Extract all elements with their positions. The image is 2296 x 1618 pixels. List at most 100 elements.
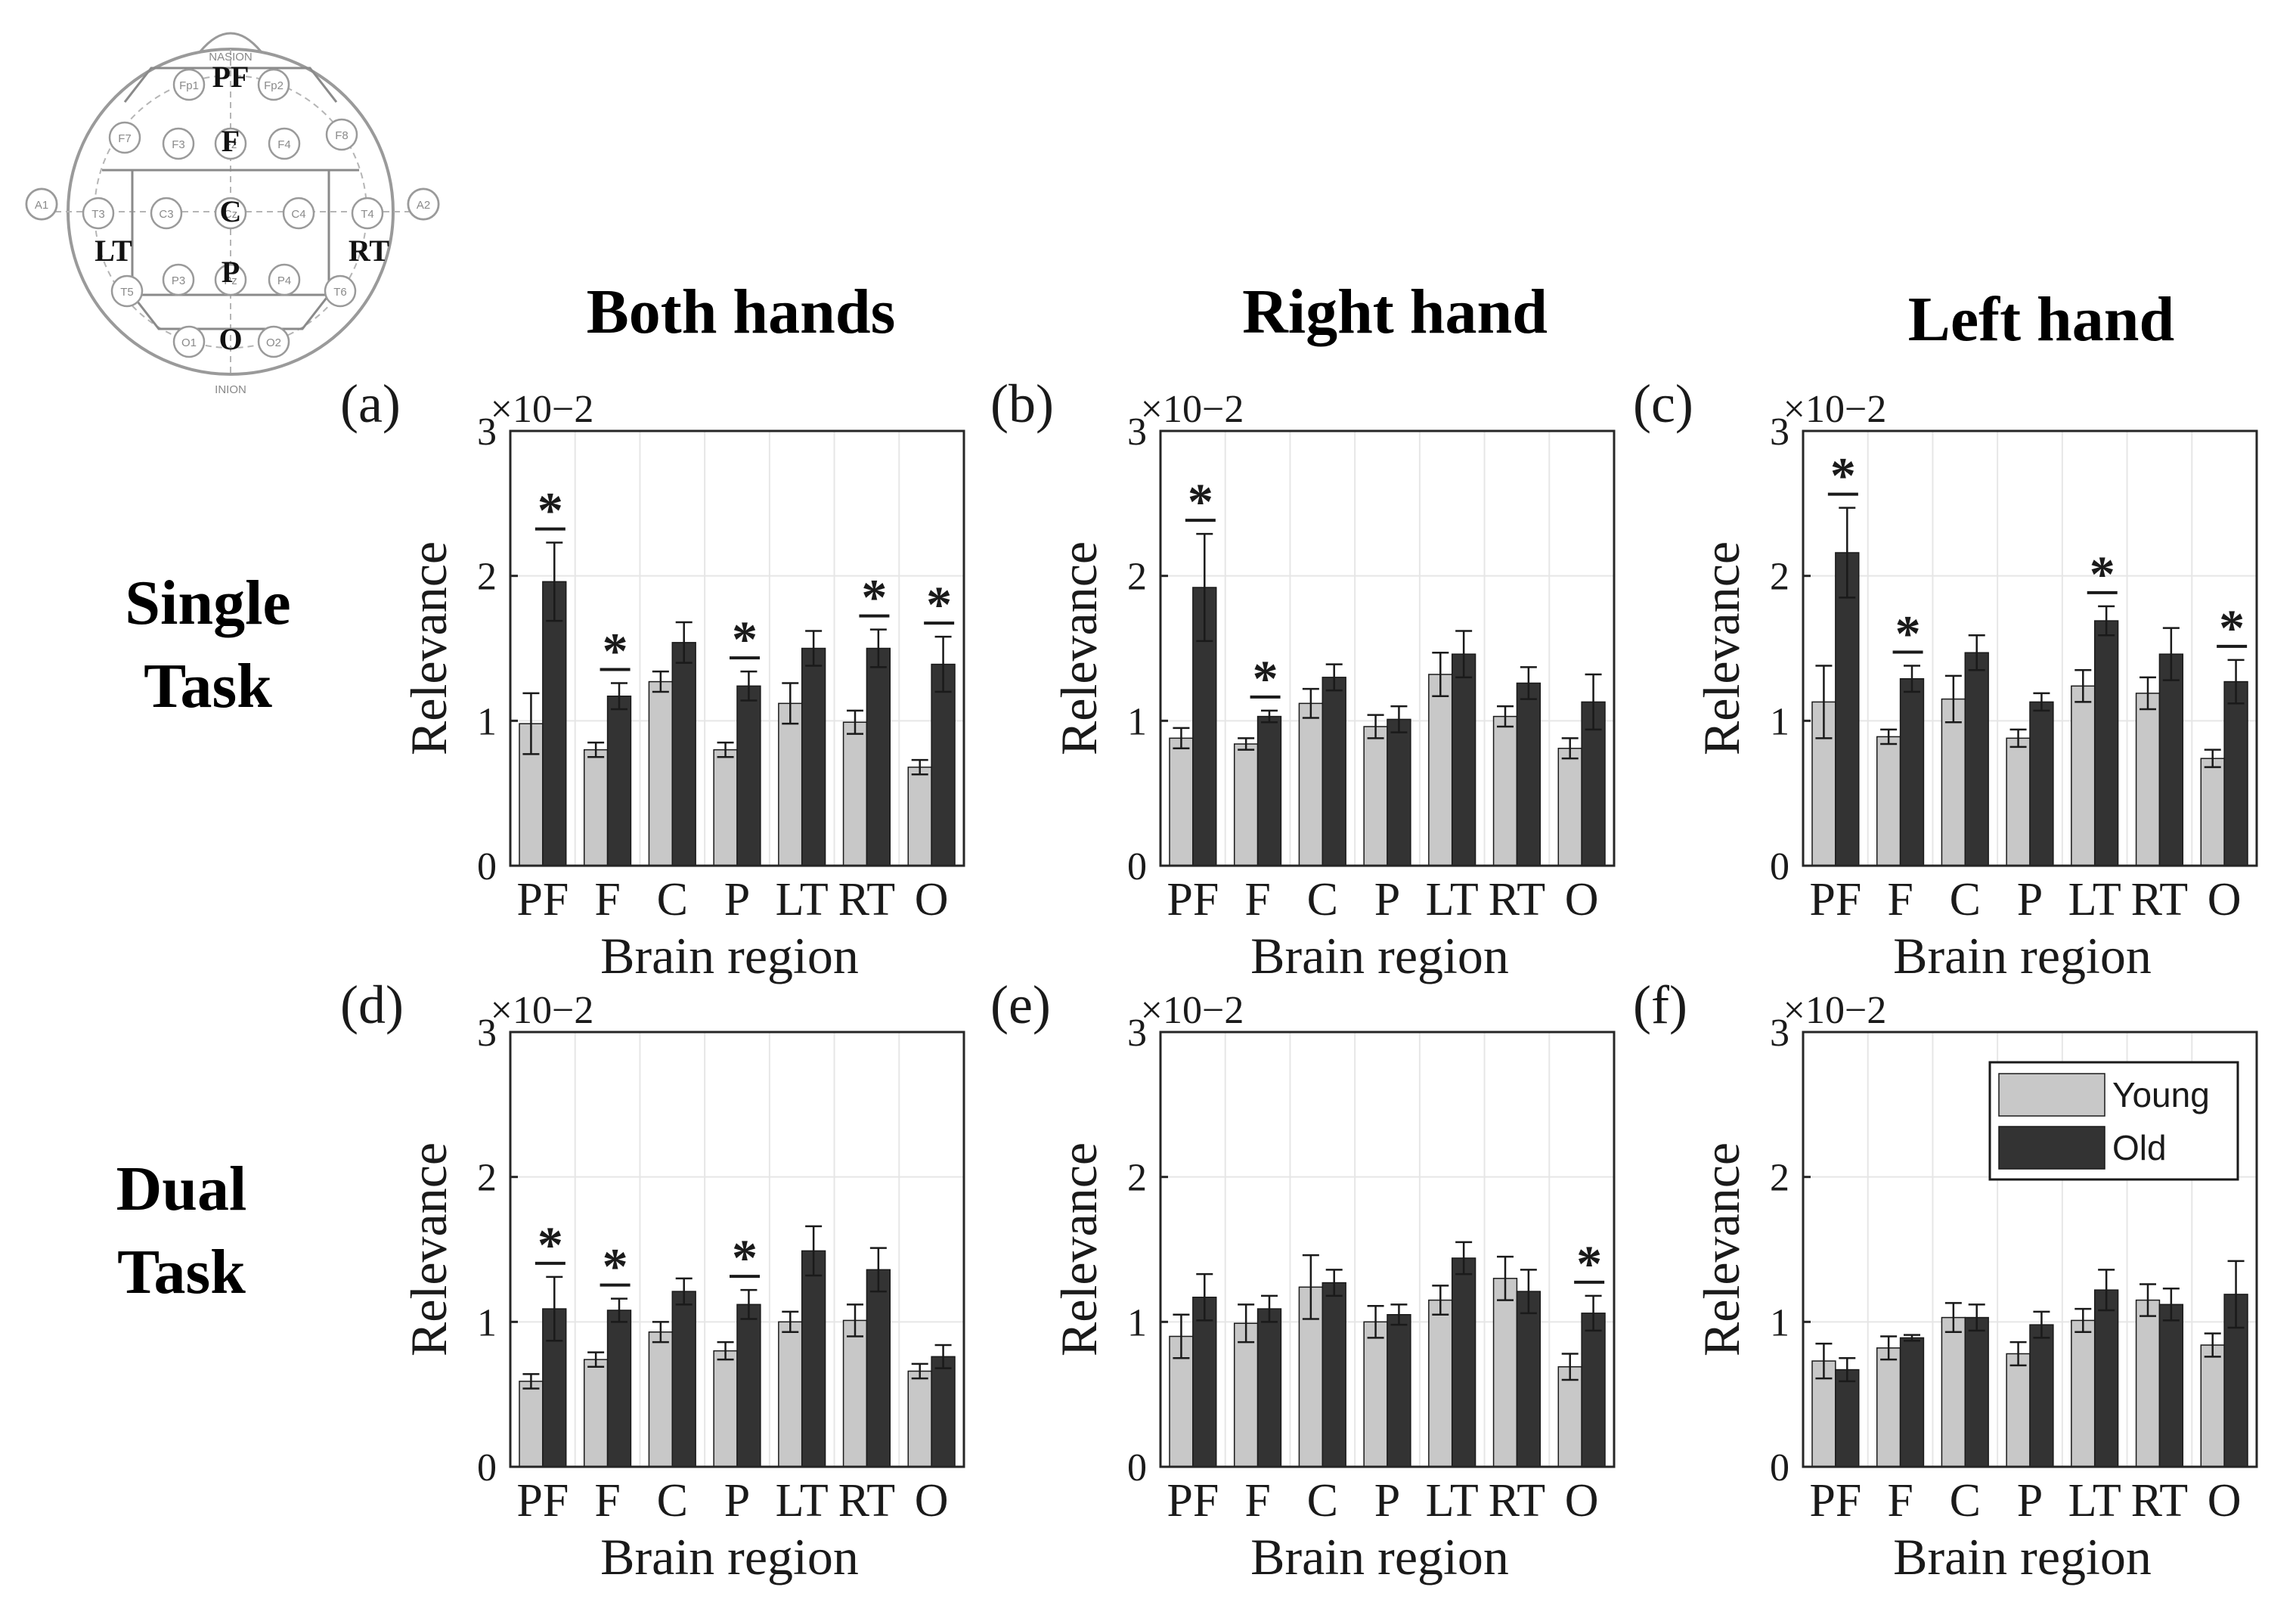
bar-young-pf: [1169, 737, 1194, 866]
asterisk: *: [1576, 1235, 1602, 1292]
error-bar: [522, 1373, 540, 1390]
bar-old-lt: [2093, 620, 2119, 866]
x-tick-label: PF: [1809, 874, 1861, 925]
column-title-left-hand: Left hand: [1908, 284, 2174, 355]
electrode-cz: [214, 197, 247, 230]
asterisk: *: [2219, 599, 2245, 656]
error-bar: [1585, 673, 1602, 731]
bar-old-o: [931, 663, 956, 866]
electrode-label: P4: [277, 274, 291, 287]
electrode-c4: [282, 197, 315, 230]
y-axis-label: Relevance: [1050, 1142, 1108, 1356]
electrode-label: C4: [291, 208, 305, 221]
bar-young-lt: [778, 702, 803, 866]
error-bar: [805, 630, 823, 667]
error-bar: [1944, 1302, 1962, 1333]
x-tick-label: RT: [838, 1475, 896, 1527]
bar-old-c: [1964, 1316, 1989, 1468]
bar-old-rt: [2158, 653, 2184, 866]
x-tick-label: F: [1244, 874, 1270, 925]
x-tick-label: RT: [838, 874, 896, 925]
error-bar: [2098, 605, 2115, 637]
error-bar: [587, 741, 605, 758]
region-label-o: O: [218, 322, 242, 356]
error-bar: [1196, 1272, 1213, 1322]
error-bar: [2140, 676, 2156, 711]
significance-marker: *: [600, 622, 631, 680]
bar-young-o: [907, 1370, 932, 1468]
x-tick-label: LT: [1426, 1475, 1479, 1527]
error-bar: [2204, 749, 2221, 768]
x-axis-label: Brain region: [1250, 1528, 1509, 1585]
chart-panel-c: * * * * 0 1 2 3 PF F C P LT RT O Brain region Relevance ×…: [1633, 374, 2258, 984]
electrode-p3: [162, 263, 195, 296]
y-tick-label: 2: [1127, 1157, 1147, 1200]
bar-old-f: [606, 696, 632, 866]
chart-panel-d: * * * 0 1 2 3 PF F C P LT RT O Brain region Relevance ×1…: [340, 975, 965, 1585]
asterisk: *: [1830, 447, 1856, 504]
region-label-lt: LT: [95, 234, 132, 268]
axes-frame: [509, 429, 965, 867]
error-bar: [1390, 1303, 1408, 1326]
error-bar: [1839, 507, 1856, 599]
error-bar: [1367, 1305, 1384, 1339]
y-tick-label: 3: [1770, 411, 1789, 454]
electrode-t6: [324, 274, 357, 308]
error-bar: [1455, 1241, 1473, 1275]
error-bar: [1173, 1313, 1190, 1359]
error-bar: [1944, 674, 1962, 724]
bar-old-p: [736, 1303, 761, 1468]
axes-frame: [509, 1031, 965, 1468]
bar-old-lt: [1451, 653, 1476, 866]
electrode-label: A2: [417, 199, 430, 212]
error-bar: [1497, 705, 1514, 728]
error-bar: [587, 1351, 605, 1368]
bar-old-pf: [542, 581, 567, 866]
error-bar: [1561, 1353, 1579, 1381]
electrode-f4: [268, 127, 301, 160]
electrode-o1: [172, 325, 206, 358]
error-bar: [675, 621, 693, 664]
error-bar: [934, 635, 952, 693]
error-bar: [1904, 665, 1920, 693]
error-bar: [1585, 1294, 1602, 1332]
electrode-pz: [214, 263, 247, 296]
error-bar: [847, 1303, 863, 1337]
bar-young-p: [713, 749, 738, 866]
y-tick-label: 0: [1127, 845, 1147, 888]
bar-young-p: [713, 1350, 738, 1468]
electrode-label: T3: [91, 208, 105, 221]
bar-old-lt: [801, 647, 826, 866]
electrode-label: Pz: [224, 274, 237, 287]
legend-swatch-old: [1998, 1126, 2105, 1170]
x-tick-label: P: [2017, 874, 2043, 925]
electrode-f8: [325, 118, 358, 151]
error-bar: [2162, 627, 2180, 681]
nose-outline: [199, 32, 262, 52]
x-axis-label: Brain region: [600, 1528, 859, 1585]
error-bar: [675, 1277, 693, 1306]
significance-marker: *: [1250, 649, 1281, 707]
bar-young-lt: [2071, 685, 2096, 866]
y-tick-label: 2: [477, 556, 497, 599]
error-bar: [1390, 705, 1408, 733]
bar-young-o: [1557, 1366, 1582, 1468]
x-tick-label: O: [2208, 1475, 2242, 1527]
error-bar: [2074, 669, 2092, 703]
region-label-f: F: [222, 124, 240, 158]
bar-old-lt: [2093, 1289, 2119, 1468]
y-tick-label: 2: [1770, 556, 1789, 599]
x-tick-label: F: [1887, 1475, 1913, 1527]
y-axis-label: Relevance: [1693, 1142, 1750, 1356]
error-bar: [2227, 659, 2245, 705]
bar-old-c: [671, 642, 696, 866]
bar-old-p: [1387, 1314, 1411, 1468]
y-tick-label: 2: [477, 1157, 497, 1200]
x-tick-label: F: [594, 1475, 620, 1527]
electrode-label: Cz: [224, 208, 237, 221]
asterisk: *: [603, 622, 628, 680]
error-bar: [1261, 709, 1278, 724]
asterisk: *: [732, 610, 758, 668]
error-bar: [1520, 666, 1537, 700]
error-bar: [1238, 1303, 1255, 1344]
